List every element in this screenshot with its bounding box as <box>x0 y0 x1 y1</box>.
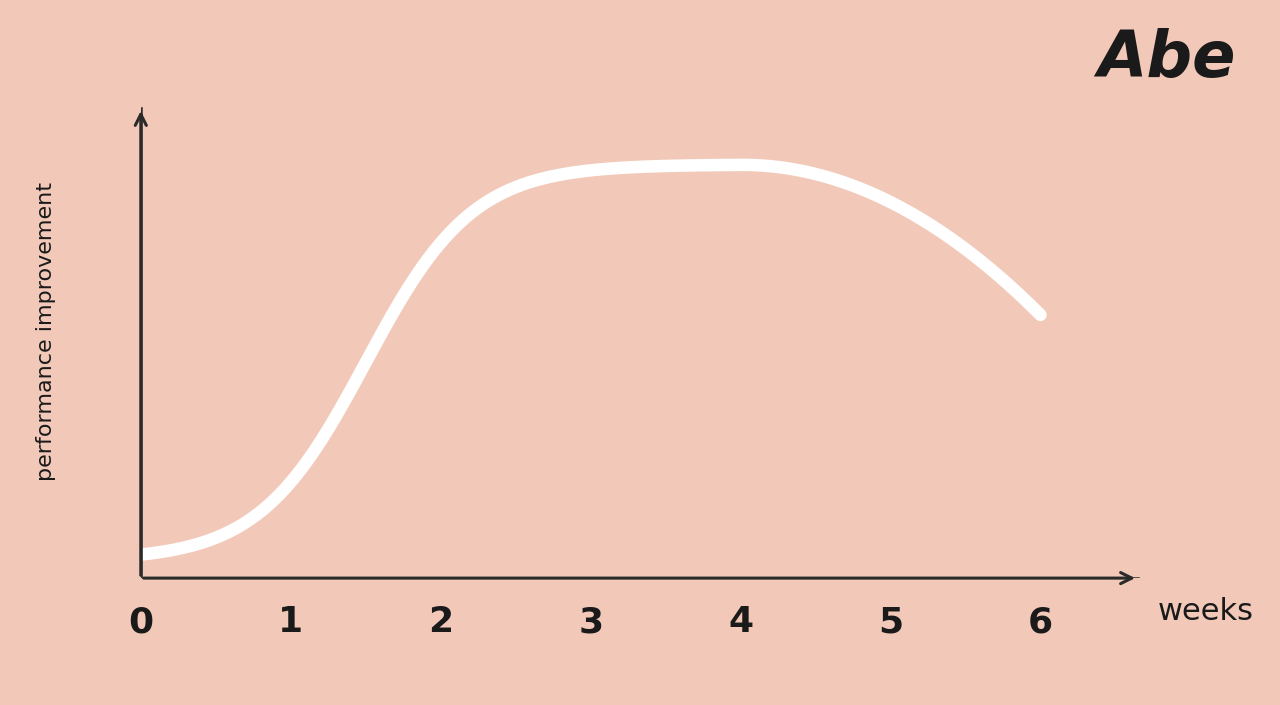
Text: Abe: Abe <box>1097 28 1235 90</box>
Text: performance improvement: performance improvement <box>36 182 56 481</box>
Text: weeks: weeks <box>1157 596 1253 625</box>
